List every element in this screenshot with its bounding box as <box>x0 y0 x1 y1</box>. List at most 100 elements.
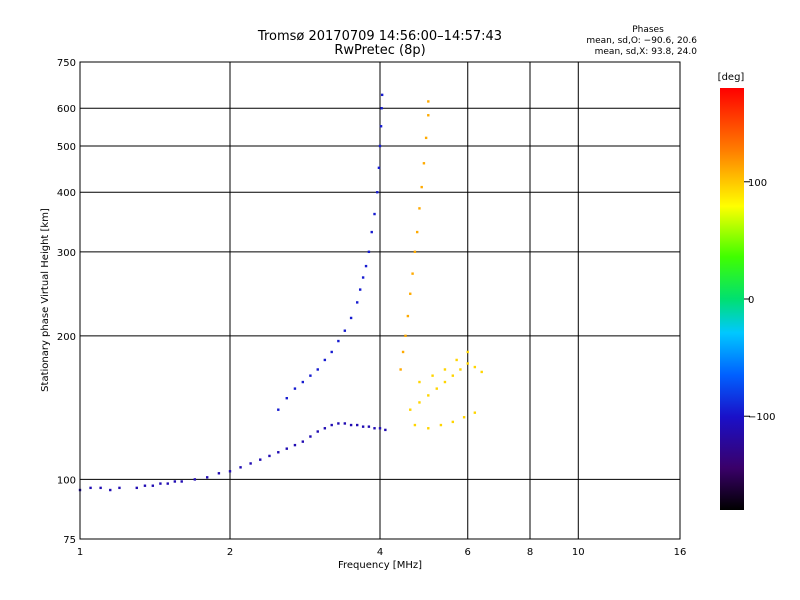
echo-point <box>376 191 379 194</box>
echo-point <box>427 394 430 397</box>
echo-point <box>373 212 376 216</box>
echo-point <box>420 185 423 189</box>
plot-frame <box>79 61 681 540</box>
echo-point <box>418 401 421 404</box>
chart-subtitle: RwPretec (8p) <box>334 43 425 58</box>
echo-point <box>473 411 477 414</box>
x-tick-label: 2 <box>227 547 233 558</box>
y-tick-label: 600 <box>57 104 76 115</box>
echo-point <box>451 374 455 377</box>
echo-point <box>373 427 376 430</box>
echo-point <box>180 480 183 483</box>
y-axis-label: Stationary phase Virtual Height [km] <box>40 208 51 392</box>
echo-point <box>435 387 438 390</box>
echo-point <box>259 458 262 461</box>
y-tick-label: 200 <box>57 332 76 343</box>
echo-point <box>193 478 197 481</box>
y-axis-ticks: 75 100 200 300 400 500 600 750 <box>57 58 76 546</box>
echo-point <box>443 368 447 371</box>
echo-point <box>355 301 359 304</box>
echo-point <box>411 272 414 275</box>
echo-point <box>443 380 447 384</box>
echo-point <box>285 396 288 400</box>
echo-point <box>413 423 417 427</box>
echo-point <box>367 250 371 254</box>
echo-point <box>309 374 312 377</box>
x-tick-label: 8 <box>527 547 533 558</box>
echo-point <box>459 368 462 371</box>
echo-point <box>427 100 430 103</box>
echo-point <box>349 423 353 427</box>
colorbar-tick-label: 0 <box>748 295 754 306</box>
echo-point <box>173 480 177 483</box>
echo-point <box>427 427 430 430</box>
echo-point <box>268 454 271 458</box>
echo-point <box>301 440 305 443</box>
echo-point <box>364 264 368 268</box>
x-axis-label: Frequency [MHz] <box>338 560 422 571</box>
colorbar-tick-label: 100 <box>748 178 767 189</box>
echo-point <box>135 486 138 490</box>
echo-point <box>316 430 319 433</box>
echo-point <box>330 423 333 427</box>
y-tick-label: 750 <box>57 58 76 69</box>
echo-point <box>409 408 412 411</box>
y-tick-label: 500 <box>57 142 76 153</box>
echo-point <box>293 387 297 390</box>
echo-point <box>205 476 209 479</box>
echo-point <box>323 358 327 362</box>
echo-point <box>439 423 443 427</box>
echo-point <box>277 408 280 411</box>
y-tick-label: 300 <box>57 248 76 259</box>
echo-point <box>337 339 340 343</box>
grid-lines <box>79 61 681 540</box>
echo-point <box>361 425 365 428</box>
chart-title: Tromsø 20170709 14:56:00–14:57:43 <box>257 29 502 44</box>
echo-point <box>418 207 421 210</box>
echo-point <box>309 435 312 438</box>
colorbar-ticks: 100 0 −100 <box>744 178 775 423</box>
echo-point <box>401 350 405 354</box>
echo-point <box>466 362 469 365</box>
echo-point <box>217 472 221 475</box>
echo-point <box>99 486 102 490</box>
echo-point <box>361 276 365 279</box>
echo-point <box>378 144 382 148</box>
echo-point <box>239 466 242 469</box>
echo-point <box>473 365 477 369</box>
echo-point <box>399 368 402 371</box>
echo-point <box>355 423 359 427</box>
echo-point <box>349 316 353 320</box>
echo-point <box>377 166 381 170</box>
echo-point <box>431 374 434 377</box>
echo-point <box>378 427 382 430</box>
echo-point <box>480 370 483 374</box>
echo-point <box>151 484 155 487</box>
colorbar-label: [deg] <box>718 72 745 83</box>
echo-point <box>358 288 362 291</box>
echo-point <box>413 250 417 254</box>
echo-point <box>301 380 305 384</box>
phase-panel-x-stats: mean, sd,X: 93.8, 24.0 <box>595 47 698 57</box>
echo-point <box>451 420 455 424</box>
echo-point <box>406 314 410 318</box>
echo-point <box>285 447 288 450</box>
echo-point <box>409 292 412 295</box>
echo-point <box>118 486 121 490</box>
echo-point <box>418 380 421 384</box>
echo-point <box>343 422 347 425</box>
echo-point <box>466 350 469 354</box>
echo-point <box>249 462 252 465</box>
phase-panel-heading: Phases <box>632 25 664 35</box>
echo-point <box>109 488 112 492</box>
echo-point <box>462 416 466 419</box>
echo-point <box>337 422 340 425</box>
echo-point <box>159 482 162 485</box>
echo-point <box>424 136 428 140</box>
x-tick-label: 16 <box>674 547 687 558</box>
x-tick-label: 1 <box>77 547 83 558</box>
x-tick-label: 4 <box>377 547 383 558</box>
y-tick-label: 100 <box>57 475 76 486</box>
echo-point <box>277 451 280 454</box>
